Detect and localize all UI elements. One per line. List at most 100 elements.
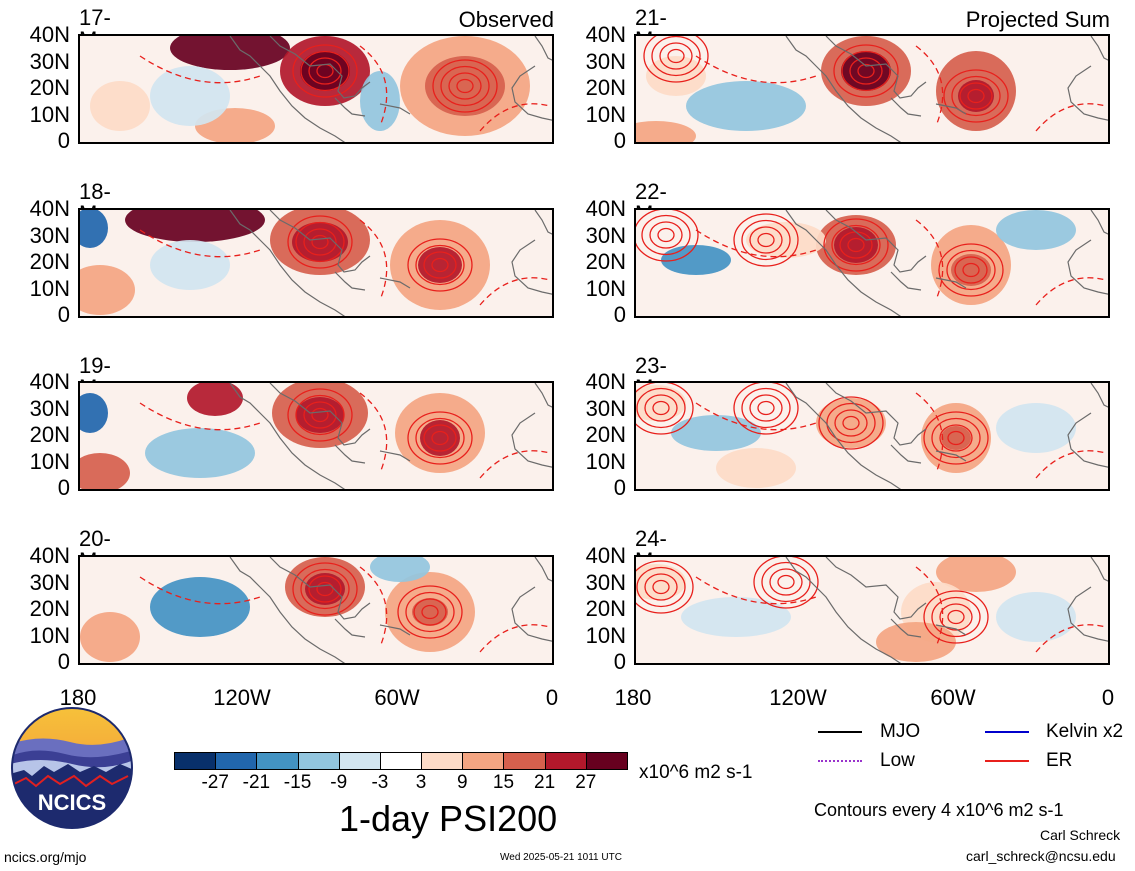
coastline xyxy=(1067,586,1108,642)
anomaly-shading xyxy=(876,622,956,662)
anomaly-shading xyxy=(360,71,400,131)
er-contour xyxy=(431,430,449,446)
anomaly-shading xyxy=(420,420,460,456)
er-contour xyxy=(962,262,980,278)
anomaly-shading xyxy=(686,81,806,131)
latitude-tick: 40N xyxy=(585,22,626,47)
er-contour xyxy=(954,256,988,284)
latitude-tick: 20N xyxy=(29,422,70,447)
latitude-tick: 30N xyxy=(585,222,626,248)
er-contour xyxy=(636,566,686,608)
er-contour xyxy=(407,238,473,292)
er-contour xyxy=(951,75,1001,117)
er-contour xyxy=(939,424,973,452)
colorbar-title: 1-day PSI200 xyxy=(339,798,558,839)
coastline xyxy=(785,383,902,489)
anomaly-shading xyxy=(125,210,265,242)
latitude-tick: 10N xyxy=(585,448,626,474)
latitude-tick: 0 xyxy=(613,649,626,674)
latitude-tick: 20N xyxy=(29,249,70,274)
x-tick-left-60w: 60W xyxy=(374,685,420,710)
map-frame xyxy=(78,208,554,318)
coastline xyxy=(825,36,927,99)
latitude-tick: 20N xyxy=(29,596,70,621)
colorbar-swatch xyxy=(421,752,464,770)
anomaly-shading xyxy=(636,564,686,600)
er-contour xyxy=(440,65,490,107)
er-contour xyxy=(826,402,876,444)
anomaly-shading xyxy=(412,598,448,626)
anomaly-shading xyxy=(292,222,348,262)
anomaly-shading xyxy=(996,403,1076,453)
coastline xyxy=(935,103,967,115)
coastline xyxy=(534,36,552,61)
anomaly-shading xyxy=(80,265,135,315)
anomaly-shading xyxy=(150,240,230,290)
latitude-tick: 20N xyxy=(585,75,626,100)
er-contour-negative xyxy=(139,219,551,306)
er-contour xyxy=(939,603,973,631)
er-contour xyxy=(777,574,795,590)
psi200-map xyxy=(80,383,552,489)
colorbar-tick-label: 3 xyxy=(415,772,427,793)
er-contour xyxy=(749,394,783,422)
anomaly-shading xyxy=(636,385,686,421)
latitude-tick: 40N xyxy=(29,196,70,221)
coastline xyxy=(269,210,371,273)
er-contour xyxy=(316,581,334,597)
er-contour xyxy=(415,244,465,286)
er-contour xyxy=(300,50,350,92)
er-contour xyxy=(733,383,799,435)
x-tick-right-60w: 60W xyxy=(930,685,976,710)
anomaly-shading xyxy=(187,383,243,416)
er-contour xyxy=(295,394,345,436)
er-contour xyxy=(649,221,683,249)
coastline xyxy=(379,277,411,289)
er-contour xyxy=(311,234,329,250)
coastline xyxy=(890,444,922,464)
latitude-tick: 10N xyxy=(585,275,626,301)
legend-low-line xyxy=(818,760,862,762)
anomaly-shading xyxy=(636,121,696,142)
er-contour xyxy=(931,596,981,638)
coastline xyxy=(890,271,922,291)
latitude-tick: 40N xyxy=(29,369,70,394)
x-tick-left-180: 180 xyxy=(59,685,97,710)
er-contour xyxy=(407,411,473,465)
coastline xyxy=(935,624,967,636)
colorbar-units: x10^6 m2 s-1 xyxy=(639,762,753,783)
latitude-tick: 10N xyxy=(29,622,70,648)
er-contour xyxy=(741,387,791,429)
anomaly-shading xyxy=(746,222,826,258)
er-contour xyxy=(303,228,337,256)
anomaly-shading xyxy=(80,453,130,489)
anomaly-shading xyxy=(681,597,791,637)
er-contour xyxy=(959,82,993,110)
anomaly-shading xyxy=(941,426,971,450)
latitude-tick: 40N xyxy=(29,543,70,568)
colorbar-swatch xyxy=(462,752,505,770)
coastline xyxy=(334,444,366,464)
latitude-tick: 30N xyxy=(29,569,70,595)
site-url: ncics.org/mjo xyxy=(4,849,87,865)
coastline xyxy=(534,557,552,582)
panel-corner-label: Observed xyxy=(458,7,554,32)
coastline xyxy=(825,383,927,446)
map-frame xyxy=(78,34,554,144)
er-contour xyxy=(421,604,439,620)
psi200-map xyxy=(636,36,1108,142)
latitude-tick: 0 xyxy=(613,302,626,327)
latitude-tick: 0 xyxy=(57,128,70,153)
er-contour xyxy=(652,400,670,416)
anomaly-shading xyxy=(370,557,430,582)
anomaly-shading xyxy=(951,254,991,286)
colorbar-swatch xyxy=(215,752,258,770)
latitude-tick: 20N xyxy=(585,249,626,274)
anomaly-shading xyxy=(958,80,994,112)
er-contour xyxy=(636,387,686,429)
coastline xyxy=(334,618,366,638)
anomaly-shading xyxy=(150,577,250,637)
latitude-tick: 10N xyxy=(29,448,70,474)
latitude-tick: 10N xyxy=(29,275,70,301)
anomaly-shading xyxy=(305,573,345,605)
